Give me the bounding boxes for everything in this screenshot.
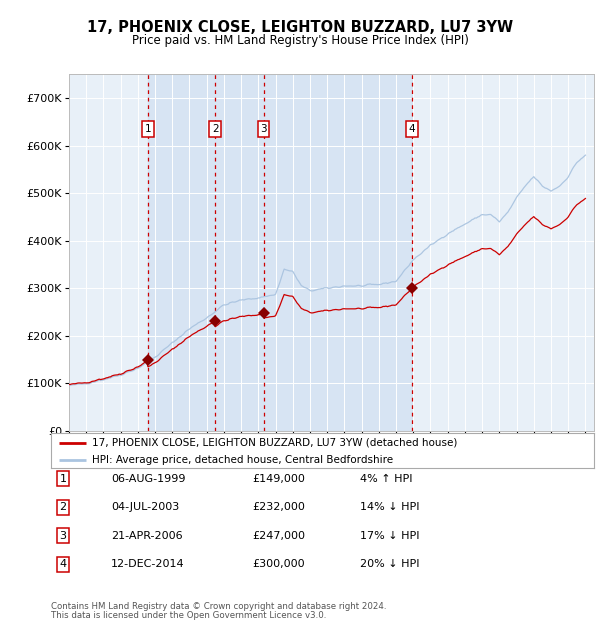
Text: £149,000: £149,000 bbox=[252, 474, 305, 484]
Text: HPI: Average price, detached house, Central Bedfordshire: HPI: Average price, detached house, Cent… bbox=[92, 455, 393, 466]
Text: 17% ↓ HPI: 17% ↓ HPI bbox=[360, 531, 419, 541]
Text: 14% ↓ HPI: 14% ↓ HPI bbox=[360, 502, 419, 512]
Text: 21-APR-2006: 21-APR-2006 bbox=[111, 531, 182, 541]
Text: 12-DEC-2014: 12-DEC-2014 bbox=[111, 559, 185, 569]
Text: 17, PHOENIX CLOSE, LEIGHTON BUZZARD, LU7 3YW (detached house): 17, PHOENIX CLOSE, LEIGHTON BUZZARD, LU7… bbox=[92, 438, 457, 448]
Bar bbox=[148, 74, 412, 431]
Text: 1: 1 bbox=[59, 474, 67, 484]
Text: 4: 4 bbox=[409, 124, 416, 134]
Text: 2: 2 bbox=[59, 502, 67, 512]
Text: 2: 2 bbox=[212, 124, 218, 134]
Text: 3: 3 bbox=[260, 124, 267, 134]
Text: 06-AUG-1999: 06-AUG-1999 bbox=[111, 474, 185, 484]
Text: 1: 1 bbox=[145, 124, 151, 134]
Text: 3: 3 bbox=[59, 531, 67, 541]
Text: £300,000: £300,000 bbox=[252, 559, 305, 569]
Text: 20% ↓ HPI: 20% ↓ HPI bbox=[360, 559, 419, 569]
Text: Contains HM Land Registry data © Crown copyright and database right 2024.: Contains HM Land Registry data © Crown c… bbox=[51, 602, 386, 611]
Text: This data is licensed under the Open Government Licence v3.0.: This data is licensed under the Open Gov… bbox=[51, 611, 326, 619]
Text: 17, PHOENIX CLOSE, LEIGHTON BUZZARD, LU7 3YW: 17, PHOENIX CLOSE, LEIGHTON BUZZARD, LU7… bbox=[87, 20, 513, 35]
Text: 04-JUL-2003: 04-JUL-2003 bbox=[111, 502, 179, 512]
Text: Price paid vs. HM Land Registry's House Price Index (HPI): Price paid vs. HM Land Registry's House … bbox=[131, 35, 469, 47]
Text: 4% ↑ HPI: 4% ↑ HPI bbox=[360, 474, 413, 484]
Text: £247,000: £247,000 bbox=[252, 531, 305, 541]
Text: 4: 4 bbox=[59, 559, 67, 569]
Text: £232,000: £232,000 bbox=[252, 502, 305, 512]
